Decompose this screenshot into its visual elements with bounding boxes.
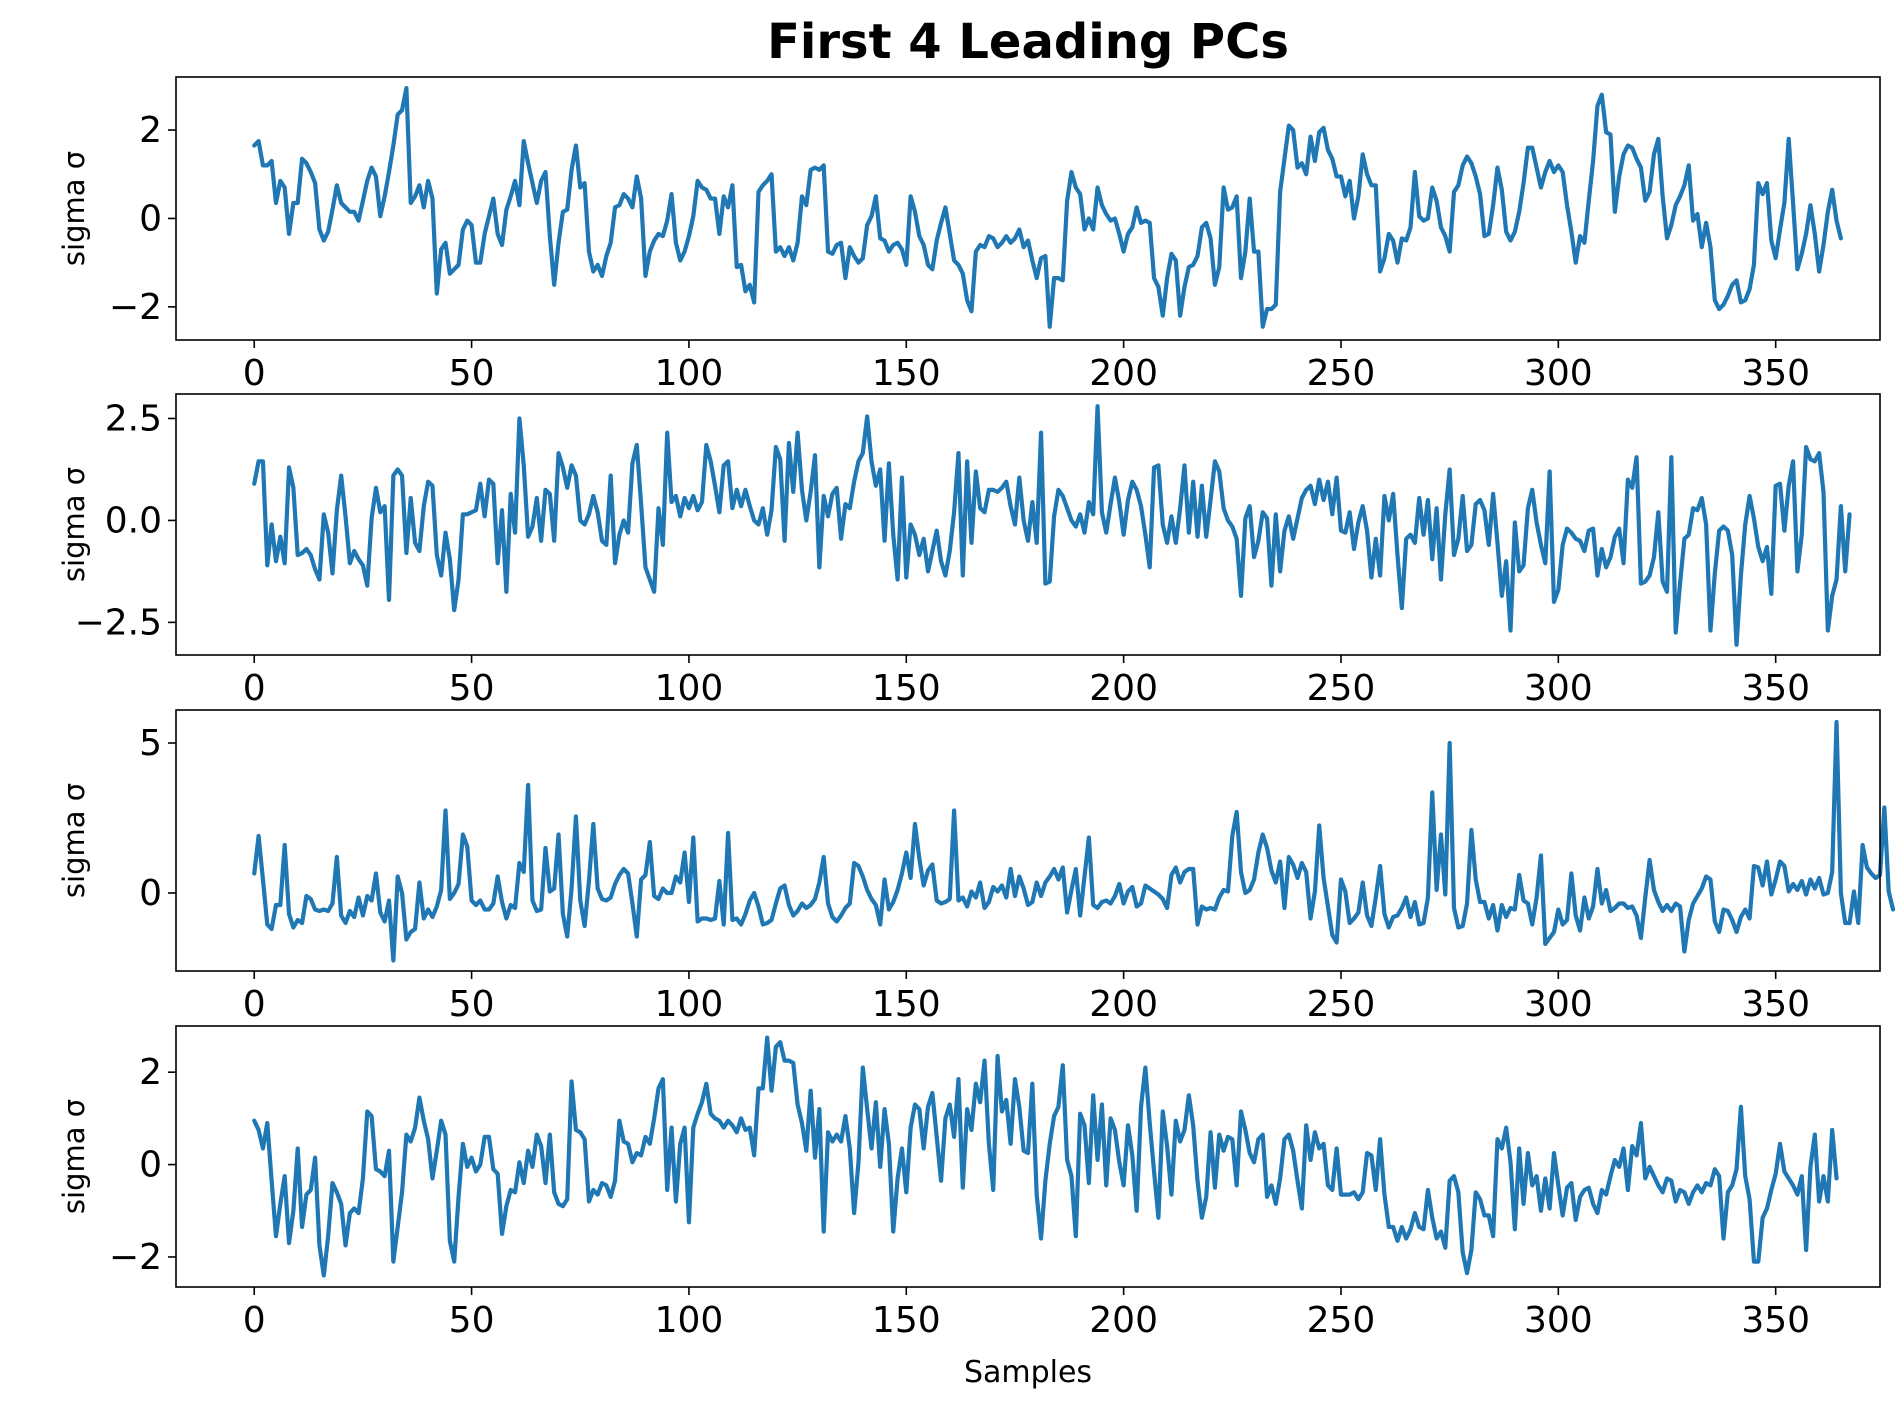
- y-tick-label: 0: [139, 198, 162, 239]
- x-tick-label: 0: [243, 353, 266, 394]
- x-tick-label: 350: [1741, 668, 1810, 709]
- x-tick-label: 150: [872, 984, 941, 1025]
- x-tick-label: 200: [1089, 353, 1158, 394]
- x-tick-label: 100: [655, 1300, 724, 1341]
- x-tick-label: 150: [872, 668, 941, 709]
- x-tick-label: 300: [1524, 1300, 1593, 1341]
- x-tick-label: 100: [655, 668, 724, 709]
- series-line-panel-2: [252, 404, 1852, 647]
- y-axis-label-panel-3: sigma σ: [57, 783, 91, 898]
- x-tick-label: 50: [449, 668, 495, 709]
- x-tick-label: 300: [1524, 668, 1593, 709]
- x-tick-label: 50: [449, 984, 495, 1025]
- x-tick-label: 200: [1089, 984, 1158, 1025]
- x-tick-label: 200: [1089, 1300, 1158, 1341]
- x-tick-label: 250: [1307, 668, 1376, 709]
- x-tick-label: 0: [243, 1300, 266, 1341]
- panel-2: 0 50 100 150 200 250 300 350 2.5 0.0 −2.5 sigma σ: [57, 393, 1881, 709]
- panel-4: 0 50 100 150 200 250 300 350 2 0 −2 sigma σ: [57, 1025, 1881, 1341]
- y-tick-label: 0: [139, 1145, 162, 1186]
- y-tick-label: 0.0: [105, 500, 162, 541]
- y-tick-label: 2.5: [105, 398, 162, 439]
- x-tick-label: 300: [1524, 984, 1593, 1025]
- x-axis-label: Samples: [964, 1355, 1092, 1390]
- y-tick-label: −2.5: [75, 602, 162, 643]
- series-line-panel-4: [252, 1035, 1839, 1278]
- x-tick-label: 50: [449, 1300, 495, 1341]
- x-tick-label: 100: [655, 984, 724, 1025]
- panel-1: 0 50 100 150 200 250 300 350 2 0 −2 sigma σ: [57, 76, 1881, 394]
- y-tick-label: −2: [109, 1237, 162, 1278]
- x-tick-label: 250: [1307, 984, 1376, 1025]
- x-tick-label: 350: [1741, 984, 1810, 1025]
- x-tick-label: 250: [1307, 1300, 1376, 1341]
- axes-frame-panel-3: [175, 709, 1881, 972]
- y-tick-label: 5: [139, 723, 162, 764]
- series-line-panel-1: [252, 85, 1843, 329]
- x-tick-label: 300: [1524, 353, 1593, 394]
- x-tick-label: 50: [449, 353, 495, 394]
- y-tick-label: −2: [109, 287, 162, 328]
- x-tick-label: 0: [243, 668, 266, 709]
- x-tick-label: 200: [1089, 668, 1158, 709]
- x-tick-label: 0: [243, 984, 266, 1025]
- y-tick-label: 2: [139, 1052, 162, 1093]
- x-tick-label: 250: [1307, 353, 1376, 394]
- chart-title: First 4 Leading PCs: [767, 14, 1289, 70]
- y-tick-label: 2: [139, 110, 162, 151]
- y-axis-label-panel-4: sigma σ: [57, 1099, 91, 1214]
- axes-frame-panel-2: [175, 393, 1881, 656]
- y-axis-label-panel-1: sigma σ: [57, 151, 91, 266]
- y-axis-label-panel-2: sigma σ: [57, 467, 91, 582]
- x-tick-label: 150: [872, 1300, 941, 1341]
- axes-frame-panel-4: [175, 1025, 1881, 1288]
- series-line-panel-3: [252, 719, 1896, 963]
- axes-frame-panel-1: [175, 76, 1881, 341]
- x-tick-label: 100: [655, 353, 724, 394]
- y-tick-label: 0: [139, 873, 162, 914]
- x-tick-label: 350: [1741, 1300, 1810, 1341]
- x-tick-label: 350: [1741, 353, 1810, 394]
- x-tick-label: 150: [872, 353, 941, 394]
